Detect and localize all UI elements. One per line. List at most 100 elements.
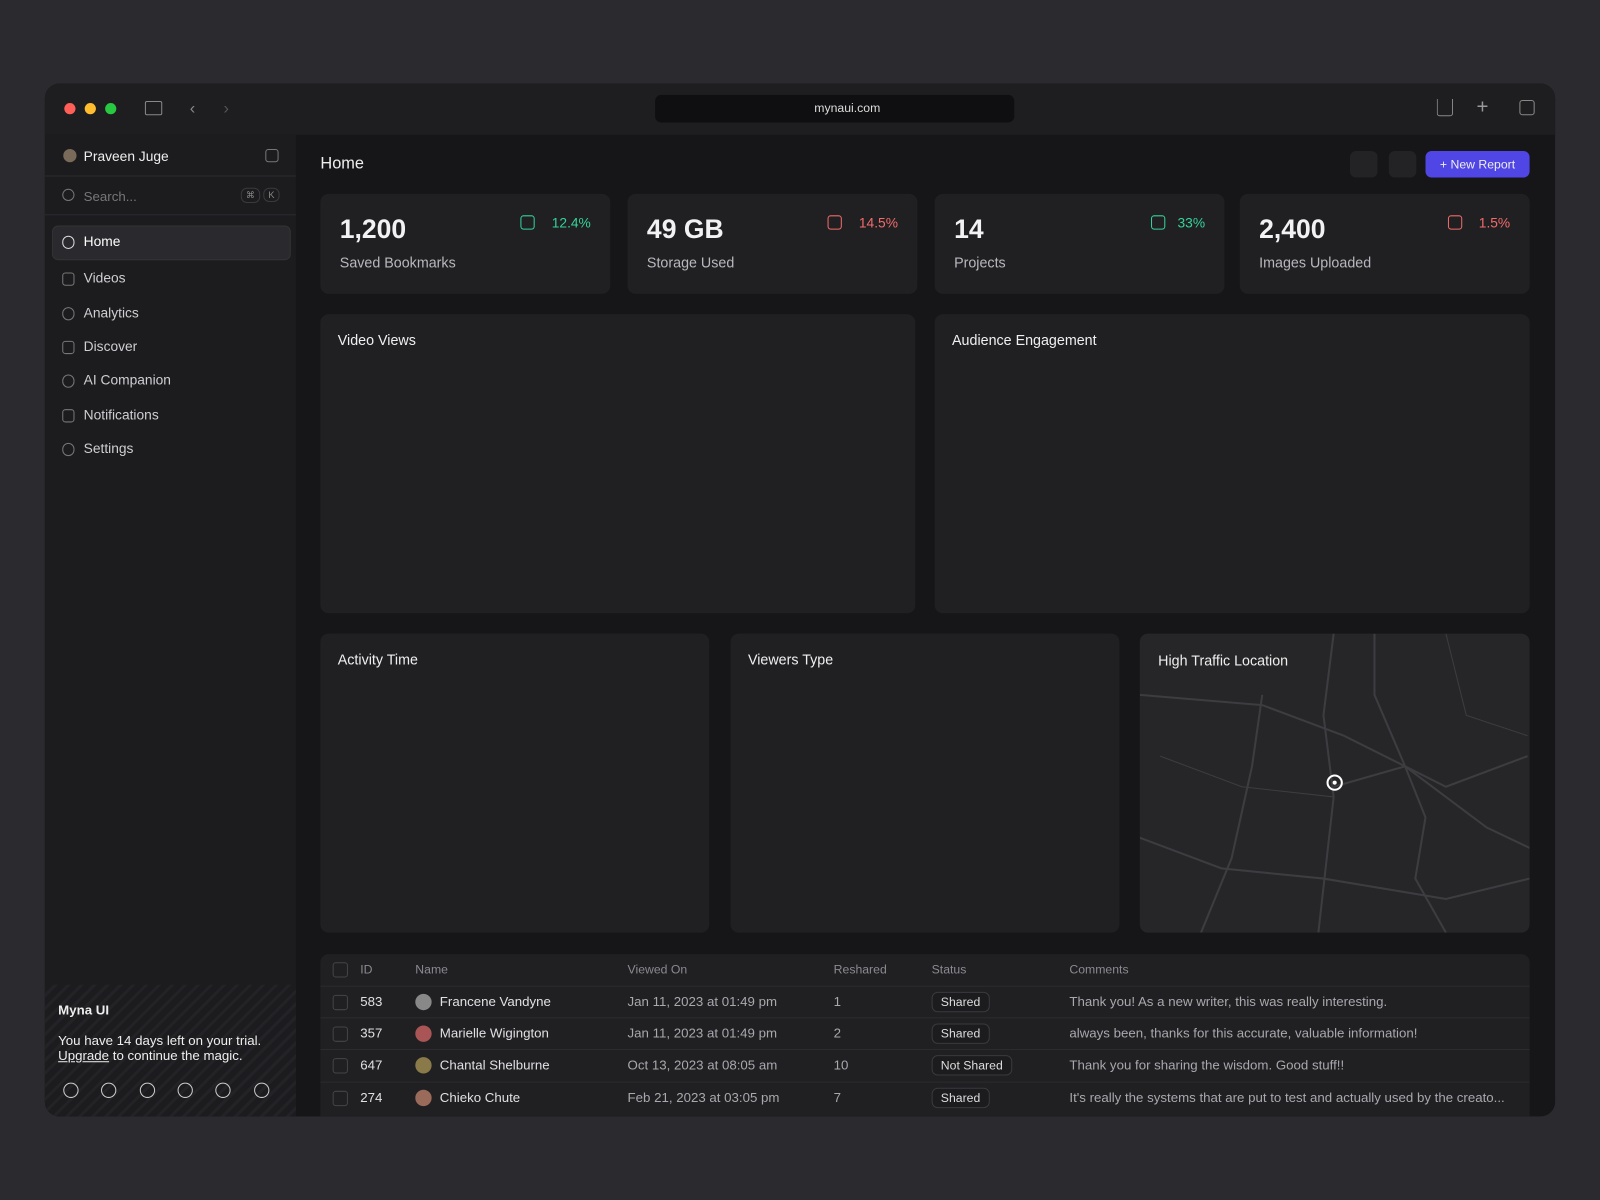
trial-text: You have 14 days left on your trial. <box>58 1032 262 1048</box>
avatar <box>415 1089 432 1107</box>
maximize-button[interactable] <box>105 103 117 115</box>
map-pin-dot <box>1332 780 1337 785</box>
column-header: ID <box>360 962 373 977</box>
stat-label: Storage Used <box>646 254 735 271</box>
new-tab-button[interactable]: + <box>1476 95 1489 119</box>
chart-card <box>320 314 916 614</box>
upgrade-link[interactable]: Upgrade <box>58 1047 110 1064</box>
stat-change: 14.5% <box>858 215 898 231</box>
road <box>1200 694 1264 933</box>
social-icon[interactable] <box>63 1082 79 1098</box>
map-pin[interactable] <box>1326 774 1343 791</box>
nav-item[interactable]: Home <box>83 233 121 249</box>
url: mynaui.com <box>814 101 881 116</box>
column-header: Status <box>931 962 967 977</box>
new-report-button[interactable]: + New Report <box>1425 151 1530 178</box>
road <box>1160 755 1334 798</box>
chart-card <box>934 314 1530 614</box>
nav-icon <box>62 340 75 355</box>
social-icon[interactable] <box>215 1082 231 1098</box>
user-name[interactable]: Praveen Juge <box>83 148 169 165</box>
stat-label: Images Uploaded <box>1259 254 1372 271</box>
stat-value: 1,200 <box>339 213 407 244</box>
checkbox[interactable] <box>332 1090 348 1107</box>
status-chip: Shared <box>931 991 990 1013</box>
road <box>1333 765 1447 933</box>
nav-item[interactable]: AI Companion <box>83 372 171 388</box>
social-icon[interactable] <box>139 1082 156 1098</box>
checkbox[interactable] <box>332 1058 348 1074</box>
tabs-button[interactable] <box>1519 99 1535 116</box>
nav-item[interactable]: Settings <box>83 440 134 457</box>
page-title: Home <box>320 155 364 173</box>
kbd: ⌘ <box>240 187 261 204</box>
stat-change: 12.4% <box>551 215 591 231</box>
share-button[interactable] <box>1436 98 1454 117</box>
trial-panel <box>44 984 296 1117</box>
status-chip: Not Shared <box>931 1055 1012 1076</box>
checkbox[interactable] <box>332 962 348 978</box>
avatar <box>415 1025 432 1042</box>
avatar <box>415 993 432 1011</box>
sidebar-toggle[interactable] <box>144 101 163 116</box>
road <box>1317 633 1335 933</box>
nav-item[interactable]: Analytics <box>83 305 139 321</box>
nav-item[interactable]: Videos <box>83 270 126 286</box>
cell: 274 <box>360 1089 383 1106</box>
cell: 10 <box>833 1057 849 1073</box>
cell: Oct 13, 2023 at 08:05 am <box>627 1057 778 1073</box>
status-chip: Shared <box>931 1087 990 1109</box>
cell: Jan 11, 2023 at 01:49 pm <box>627 1025 778 1041</box>
filter-button[interactable] <box>1349 151 1378 178</box>
stat-value: 49 GB <box>646 213 724 244</box>
cell: Thank you for sharing the wisdom. Good s… <box>1069 1057 1345 1073</box>
cell: Feb 21, 2023 at 03:05 pm <box>627 1089 780 1106</box>
cell: always been, thanks for this accurate, v… <box>1069 1025 1418 1041</box>
avatar <box>63 148 77 163</box>
cell: 357 <box>360 1025 383 1041</box>
status-chip: Shared <box>931 1023 990 1044</box>
road <box>1139 693 1528 788</box>
nav-active <box>52 225 291 261</box>
back-button[interactable]: ‹ <box>189 99 196 118</box>
stat-card <box>934 193 1225 294</box>
chart-title: Video Views <box>337 331 416 348</box>
divider <box>44 175 296 177</box>
close-button[interactable] <box>64 103 76 115</box>
sidebar <box>44 134 296 1117</box>
cell: 2 <box>833 1025 842 1041</box>
column-header: Comments <box>1069 962 1129 977</box>
stat-label: Projects <box>954 254 1006 271</box>
social-icon[interactable] <box>101 1082 117 1098</box>
social-icon[interactable] <box>254 1082 270 1098</box>
checkbox[interactable] <box>332 1026 348 1042</box>
nav-item[interactable]: Notifications <box>83 407 159 423</box>
checkbox[interactable] <box>332 994 348 1011</box>
trend-icon <box>1447 215 1463 230</box>
search-input[interactable]: Search... <box>83 188 137 205</box>
cell: Jan 11, 2023 at 01:49 pm <box>627 993 778 1010</box>
collapse-button[interactable] <box>265 148 279 163</box>
button-label: New Report <box>1450 157 1516 172</box>
road <box>1445 633 1528 737</box>
trend-icon <box>827 215 842 230</box>
cell: Francene Vandyne <box>439 993 551 1010</box>
kbd: K <box>263 187 280 203</box>
chart-card <box>320 633 710 933</box>
nav-icon <box>62 307 75 321</box>
column-header: Name <box>415 962 448 977</box>
address-bar[interactable] <box>655 94 1015 123</box>
row-divider <box>320 1017 1530 1019</box>
map <box>1139 633 1530 933</box>
cell: Thank you! As a new writer, this was rea… <box>1069 993 1388 1010</box>
cell: Marielle Wigington <box>439 1025 549 1041</box>
social-icon[interactable] <box>177 1082 193 1098</box>
forward-button[interactable]: › <box>223 99 229 118</box>
minimize-button[interactable] <box>84 103 96 115</box>
cell: Chantal Shelburne <box>439 1057 550 1073</box>
nav-item[interactable]: Discover <box>83 338 138 355</box>
stat-value: 14 <box>954 213 984 244</box>
trend-icon <box>1151 215 1166 230</box>
search-button[interactable] <box>1388 151 1417 178</box>
